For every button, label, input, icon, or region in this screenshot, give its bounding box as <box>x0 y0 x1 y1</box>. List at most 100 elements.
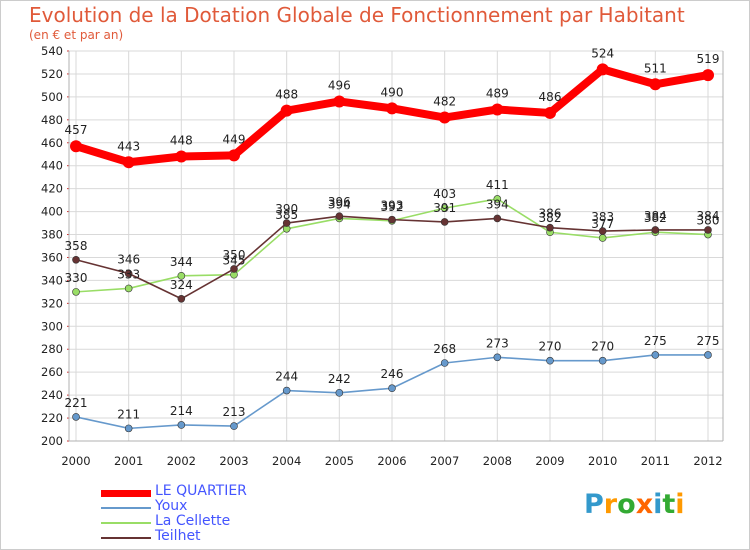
y-tick-label: 200 <box>41 434 63 448</box>
data-label: 244 <box>275 370 298 384</box>
data-label: 390 <box>275 202 298 216</box>
data-point <box>388 384 396 393</box>
data-label: 449 <box>223 132 246 146</box>
data-label: 383 <box>591 210 614 224</box>
logo-letter: x <box>635 489 654 520</box>
data-point <box>333 95 346 108</box>
data-point <box>440 204 449 212</box>
data-point <box>388 215 396 224</box>
data-point <box>493 195 502 203</box>
data-point <box>175 150 188 163</box>
proxiti-logo: Proxiti <box>584 489 685 520</box>
data-label: 396 <box>328 195 351 209</box>
data-label: 489 <box>486 87 509 101</box>
data-label: 394 <box>486 197 509 211</box>
data-label: 214 <box>170 404 193 418</box>
legend-label: LE QUARTIER <box>155 483 247 499</box>
data-label: 333 <box>117 267 140 281</box>
y-tick-label: 540 <box>41 44 63 58</box>
y-tick-label: 500 <box>41 90 63 104</box>
x-tick-label: 2009 <box>535 454 564 468</box>
data-label: 486 <box>539 90 562 104</box>
y-tick-label: 320 <box>41 296 63 310</box>
data-point <box>598 356 607 365</box>
data-point <box>598 234 607 242</box>
legend-label: Youx <box>155 498 188 514</box>
data-label: 490 <box>381 85 404 99</box>
data-label: 443 <box>117 139 140 153</box>
legend-label: La Cellette <box>155 513 231 529</box>
x-tick-label: 2011 <box>641 454 670 468</box>
legend-swatch <box>101 507 151 509</box>
data-label: 496 <box>328 78 351 92</box>
y-tick-label: 240 <box>41 388 63 402</box>
data-label: 268 <box>433 342 456 356</box>
data-label: 393 <box>381 199 404 213</box>
data-point <box>702 69 714 82</box>
y-tick-label: 520 <box>41 67 63 81</box>
data-label: 411 <box>486 178 509 192</box>
data-point <box>124 424 133 433</box>
data-label: 275 <box>697 334 720 348</box>
data-label: 403 <box>433 187 456 201</box>
x-tick-label: 2002 <box>167 454 196 468</box>
data-label: 346 <box>117 253 140 267</box>
data-label: 394 <box>328 197 351 211</box>
data-label: 211 <box>117 407 140 421</box>
data-point <box>438 111 451 124</box>
data-point <box>386 102 398 115</box>
data-point <box>228 149 240 162</box>
data-point <box>70 140 82 153</box>
data-point <box>651 351 660 359</box>
data-label: 482 <box>433 95 456 109</box>
data-point <box>546 356 554 365</box>
logo-letter: t <box>662 489 676 520</box>
data-point <box>704 226 712 234</box>
y-tick-label: 220 <box>41 411 63 425</box>
data-point <box>596 63 609 76</box>
data-label: 350 <box>223 248 246 262</box>
chart-title: Evolution de la Dotation Globale de Fonc… <box>29 3 685 27</box>
data-label: 382 <box>539 211 562 225</box>
data-label: 273 <box>486 336 509 350</box>
data-point <box>335 212 344 220</box>
logo-letter: P <box>584 489 604 520</box>
x-tick-label: 2010 <box>588 454 617 468</box>
logo-letter: i <box>675 489 685 520</box>
x-tick-label: 2005 <box>325 454 354 468</box>
legend-swatch <box>101 489 151 497</box>
data-label: 511 <box>644 61 667 75</box>
data-label: 377 <box>591 217 614 231</box>
data-label: 324 <box>170 278 193 292</box>
data-label: 392 <box>381 200 404 214</box>
data-point <box>704 351 712 359</box>
data-point <box>491 103 504 116</box>
data-label: 270 <box>539 340 562 354</box>
data-label: 213 <box>223 405 246 419</box>
x-tick-label: 2008 <box>483 454 512 468</box>
y-tick-label: 340 <box>41 273 63 287</box>
data-label: 384 <box>697 209 720 223</box>
legend-swatch <box>101 537 151 539</box>
y-tick-label: 380 <box>41 228 63 242</box>
data-point <box>544 106 556 119</box>
data-label: 448 <box>170 134 193 148</box>
x-tick-label: 2012 <box>693 454 722 468</box>
data-label: 385 <box>275 208 298 222</box>
data-label: 380 <box>697 214 720 228</box>
y-tick-label: 480 <box>41 113 63 127</box>
data-point <box>72 288 80 296</box>
data-label: 275 <box>644 334 667 348</box>
data-label: 345 <box>223 254 246 268</box>
y-tick-label: 300 <box>41 319 63 333</box>
data-label: 524 <box>591 46 614 60</box>
data-point <box>230 422 238 430</box>
data-label: 242 <box>328 372 351 386</box>
data-point <box>651 226 660 234</box>
data-point <box>177 421 186 429</box>
y-tick-label: 420 <box>41 182 63 196</box>
data-label: 246 <box>381 367 404 381</box>
data-point <box>72 255 80 264</box>
